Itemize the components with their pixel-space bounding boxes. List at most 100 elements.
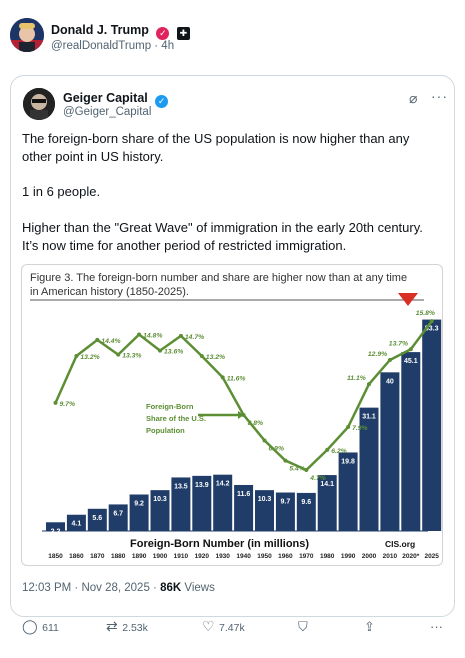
repost-count: 2.53k xyxy=(122,622,148,634)
repost-button[interactable]: ⇄ 2.53k xyxy=(106,618,148,636)
share-point xyxy=(387,357,392,362)
bar-1970 xyxy=(296,492,316,531)
share-value-label: 15.8% xyxy=(416,310,435,317)
more-options-icon[interactable]: ··· xyxy=(431,88,448,104)
share-value-label: 4.7% xyxy=(309,475,326,482)
share-value-label: 6.2% xyxy=(331,448,347,455)
reply-count: 611 xyxy=(42,622,59,634)
bar-2000 xyxy=(359,407,379,531)
share-point xyxy=(408,347,413,352)
like-count: 7.47k xyxy=(219,622,245,634)
outer-author-name[interactable]: Donald J. Trump xyxy=(51,23,149,37)
quote-paragraph-1: The foreign-born share of the US populat… xyxy=(22,131,410,164)
bar-value-label: 2.2 xyxy=(51,528,61,535)
bar-value-label: 14.2 xyxy=(216,481,230,488)
share-point xyxy=(53,400,58,405)
source-label: CIS.org xyxy=(385,539,415,549)
x-tick-label: 2020* xyxy=(402,553,419,560)
more-icon: ··· xyxy=(430,619,443,634)
bar-1950 xyxy=(255,490,274,531)
x-tick-label: 1920 xyxy=(195,553,210,560)
verified-badge-icon: ✓ xyxy=(155,95,169,108)
bar-value-label: 13.9 xyxy=(195,482,209,489)
share-button[interactable]: ⇪ xyxy=(364,618,375,636)
share-point xyxy=(367,382,371,387)
x-tick-label: 1880 xyxy=(111,553,126,560)
share-value-label: 13.7% xyxy=(389,340,408,347)
x-tick-label: 1910 xyxy=(174,553,189,560)
bar-value-label: 10.3 xyxy=(258,496,272,503)
bar-value-label: 14.1 xyxy=(320,481,334,488)
x-tick-label: 1980 xyxy=(320,553,335,560)
bar-2020* xyxy=(401,352,421,531)
reply-button[interactable]: ◯ 611 xyxy=(22,618,59,636)
share-value-label: 12.9% xyxy=(368,351,387,358)
share-point xyxy=(116,352,121,357)
bar-1930 xyxy=(213,474,233,531)
x-tick-label: 1890 xyxy=(132,553,147,560)
share-value-label: 9.7% xyxy=(60,401,76,408)
share-point xyxy=(74,353,79,358)
share-point xyxy=(158,348,162,353)
share-point xyxy=(137,332,142,337)
like-button[interactable]: ♡ 7.47k xyxy=(202,618,245,636)
more-actions-button[interactable]: ··· xyxy=(430,618,443,636)
bar-1990 xyxy=(338,452,358,531)
bookmark-icon: ⛉ xyxy=(298,619,308,634)
affiliation-badge-icon[interactable]: ✚ xyxy=(176,27,190,40)
bookmark-button[interactable]: ⛉ xyxy=(298,618,308,636)
chart-image[interactable]: Figure 3. The foreign-born number and sh… xyxy=(21,264,443,566)
x-tick-label: 1950 xyxy=(257,553,272,560)
x-tick-label: 1960 xyxy=(278,553,293,560)
bar-1880 xyxy=(108,504,128,531)
reply-icon: ◯ xyxy=(22,618,38,634)
share-point xyxy=(429,319,434,324)
x-tick-label: 2025 xyxy=(424,553,439,560)
quote-paragraph-2: 1 in 6 people. xyxy=(22,184,101,199)
quote-author-name[interactable]: Geiger Capital xyxy=(63,91,148,105)
bar-value-label: 4.1 xyxy=(72,521,82,528)
bar-value-label: 5.6 xyxy=(92,515,102,522)
bar-value-label: 45.1 xyxy=(404,358,418,365)
repost-icon: ⇄ xyxy=(106,618,118,634)
bar-2010 xyxy=(380,372,400,531)
outer-avatar-image xyxy=(10,18,44,52)
quote-handle[interactable]: @Geiger_Capital xyxy=(63,106,152,118)
x-tick-label: 1970 xyxy=(299,553,314,560)
post-timestamp[interactable]: 12:03 PM · Nov 28, 2025 · xyxy=(22,582,161,594)
share-point xyxy=(325,447,330,452)
quote-avatar-image xyxy=(23,88,55,120)
grok-icon[interactable]: ⌀ xyxy=(409,90,418,106)
bar-value-label: 9.7 xyxy=(281,499,291,506)
quote-avatar[interactable] xyxy=(23,88,55,120)
bar-value-label: 40 xyxy=(386,378,394,385)
bar-1980 xyxy=(317,475,337,531)
bar-1900 xyxy=(150,490,170,531)
share-value-label: 7.9% xyxy=(352,425,368,432)
bar-1940 xyxy=(234,484,254,531)
share-point xyxy=(178,333,183,338)
bar-value-label: 6.7 xyxy=(113,510,123,517)
quote-card[interactable]: Geiger Capital ✓ @Geiger_Capital ⌀ ··· T… xyxy=(10,75,455,617)
bar-value-label: 19.8 xyxy=(341,458,355,465)
outer-avatar[interactable] xyxy=(10,18,44,52)
x-tick-label: 1990 xyxy=(341,553,356,560)
quote-paragraph-3: Higher than the "Great Wave" of immigrat… xyxy=(22,220,423,253)
bar-value-label: 10.3 xyxy=(153,496,167,503)
x-tick-label: 1940 xyxy=(236,553,251,560)
verified-badge-icon: ✓ xyxy=(156,27,170,40)
bar-1960 xyxy=(275,492,295,531)
share-value-label: 8.8% xyxy=(248,420,264,427)
share-point xyxy=(220,375,225,380)
bar-value-label: 13.5 xyxy=(174,483,188,490)
x-tick-label: 1860 xyxy=(69,553,84,560)
bar-1890 xyxy=(129,494,149,531)
share-icon: ⇪ xyxy=(364,619,375,634)
share-point xyxy=(346,425,351,430)
bar-value-label: 11.6 xyxy=(237,491,250,498)
views-label: Views xyxy=(181,582,215,594)
outer-handle-time[interactable]: @realDonaldTrump · 4h xyxy=(51,40,175,52)
share-value-label: 14.8% xyxy=(143,333,162,340)
bar-value-label: 53.3 xyxy=(425,326,439,333)
share-value-label: 11.1% xyxy=(347,375,366,382)
